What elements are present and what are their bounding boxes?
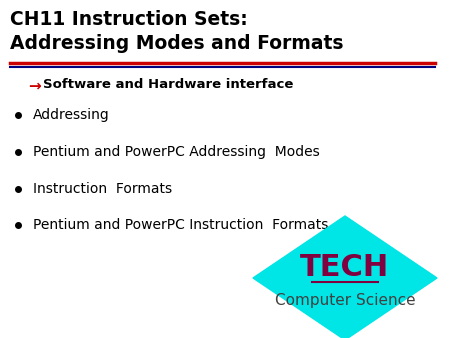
Text: →: → — [28, 78, 41, 93]
Text: Pentium and PowerPC Addressing  Modes: Pentium and PowerPC Addressing Modes — [33, 145, 320, 159]
Text: Instruction  Formats: Instruction Formats — [33, 182, 172, 196]
Text: CH11 Instruction Sets:: CH11 Instruction Sets: — [10, 10, 248, 29]
Text: Software and Hardware interface: Software and Hardware interface — [43, 78, 293, 91]
Text: Addressing: Addressing — [33, 108, 110, 122]
Text: Addressing Modes and Formats: Addressing Modes and Formats — [10, 34, 343, 53]
Text: TECH: TECH — [301, 254, 390, 283]
Text: Computer Science: Computer Science — [274, 292, 415, 308]
Text: Pentium and PowerPC Instruction  Formats: Pentium and PowerPC Instruction Formats — [33, 218, 329, 232]
Polygon shape — [253, 216, 437, 338]
